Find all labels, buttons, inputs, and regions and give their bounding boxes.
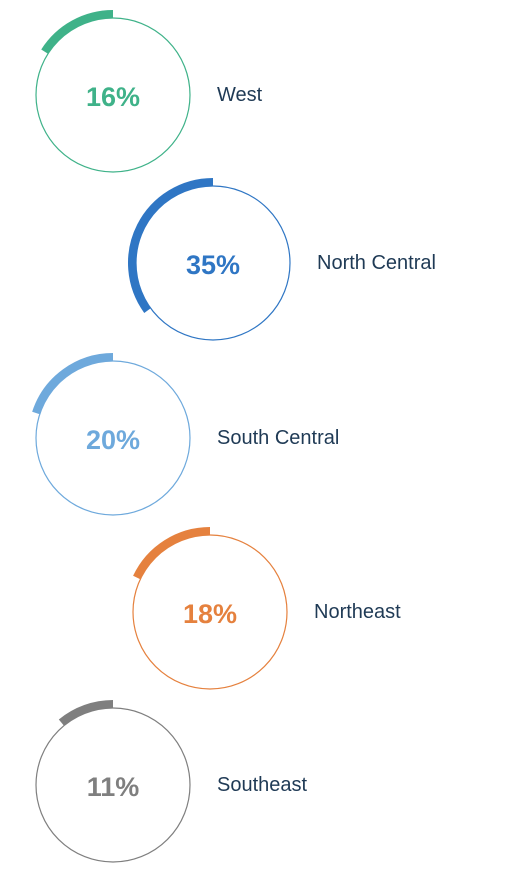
- value-label: 20%: [86, 425, 140, 455]
- category-label: Northeast: [314, 601, 401, 623]
- category-label: South Central: [217, 427, 339, 449]
- value-label: 11%: [87, 772, 140, 802]
- category-label: Southeast: [217, 774, 308, 796]
- ring-arc: [133, 527, 211, 580]
- category-label: North Central: [317, 252, 436, 274]
- value-label: 18%: [183, 599, 237, 629]
- value-label: 35%: [186, 250, 240, 280]
- ring-arc: [58, 700, 114, 726]
- ring-arc: [32, 353, 114, 415]
- category-label: West: [217, 84, 263, 106]
- ring-arc: [41, 10, 114, 54]
- ring-arc: [128, 178, 214, 313]
- value-label: 16%: [86, 82, 140, 112]
